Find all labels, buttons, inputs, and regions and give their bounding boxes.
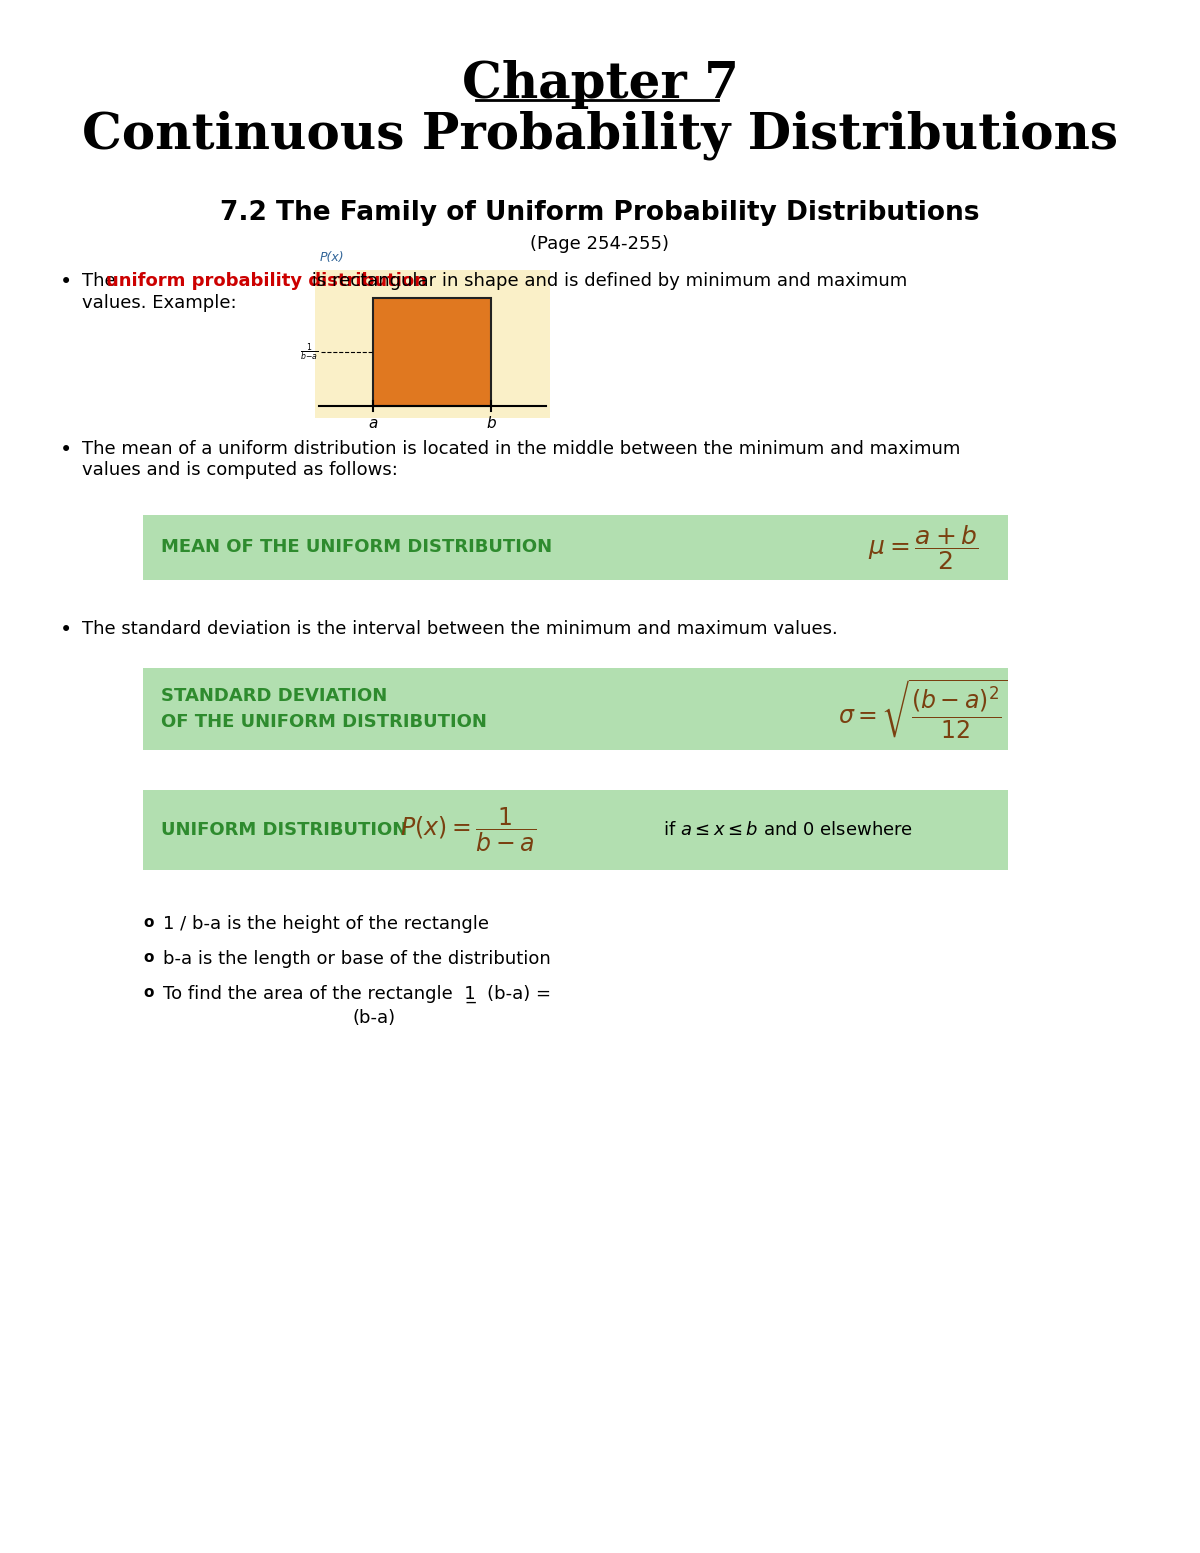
Text: The mean of a uniform distribution is located in the middle between the minimum : The mean of a uniform distribution is lo… — [82, 439, 960, 478]
Text: 7.2 The Family of Uniform Probability Distributions: 7.2 The Family of Uniform Probability Di… — [221, 200, 979, 227]
Text: uniform probability distribution: uniform probability distribution — [106, 272, 427, 290]
Text: P(x): P(x) — [320, 252, 344, 264]
Bar — [314, 270, 550, 418]
Bar — [373, 298, 491, 405]
Text: o: o — [143, 950, 154, 964]
Bar — [143, 516, 1008, 579]
Text: if $a \leq x \leq b$ and 0 elsewhere: if $a \leq x \leq b$ and 0 elsewhere — [662, 822, 913, 839]
Text: b-a is the length or base of the distribution: b-a is the length or base of the distrib… — [163, 950, 551, 968]
Text: $\sigma = \sqrt{\dfrac{(b - a)^2}{12}}$: $\sigma = \sqrt{\dfrac{(b - a)^2}{12}}$ — [839, 677, 1008, 741]
Text: •: • — [60, 272, 72, 292]
Text: o: o — [143, 915, 154, 930]
Bar — [143, 790, 1008, 870]
Bar — [143, 668, 1008, 750]
Text: $\frac{1}{b\!-\!a}$: $\frac{1}{b\!-\!a}$ — [300, 342, 319, 363]
Text: 1 / b-a is the height of the rectangle: 1 / b-a is the height of the rectangle — [163, 915, 490, 933]
Text: is rectangular in shape and is defined by minimum and maximum: is rectangular in shape and is defined b… — [306, 272, 907, 290]
Text: (b-a): (b-a) — [353, 1009, 396, 1027]
Text: The standard deviation is the interval between the minimum and maximum values.: The standard deviation is the interval b… — [82, 620, 838, 638]
Text: Chapter 7: Chapter 7 — [462, 61, 738, 109]
Text: The: The — [82, 272, 121, 290]
Text: (Page 254-255): (Page 254-255) — [530, 235, 670, 253]
Text: $P(x) = \dfrac{1}{b - a}$: $P(x) = \dfrac{1}{b - a}$ — [400, 806, 536, 854]
Text: Continuous Probability Distributions: Continuous Probability Distributions — [82, 110, 1118, 160]
Text: $\mu = \dfrac{a + b}{2}$: $\mu = \dfrac{a + b}{2}$ — [868, 523, 978, 572]
Text: •: • — [60, 439, 72, 460]
Text: STANDARD DEVIATION
OF THE UNIFORM DISTRIBUTION: STANDARD DEVIATION OF THE UNIFORM DISTRI… — [161, 686, 487, 731]
Text: UNIFORM DISTRIBUTION: UNIFORM DISTRIBUTION — [161, 822, 407, 839]
Text: MEAN OF THE UNIFORM DISTRIBUTION: MEAN OF THE UNIFORM DISTRIBUTION — [161, 539, 552, 556]
Text: values. Example:: values. Example: — [82, 294, 236, 312]
Text: o: o — [143, 985, 154, 1000]
Text: a: a — [368, 416, 378, 432]
Text: b: b — [486, 416, 496, 432]
Text: To find the area of the rectangle  1̲  (b-a) =: To find the area of the rectangle 1̲ (b-… — [163, 985, 551, 1003]
Text: •: • — [60, 620, 72, 640]
